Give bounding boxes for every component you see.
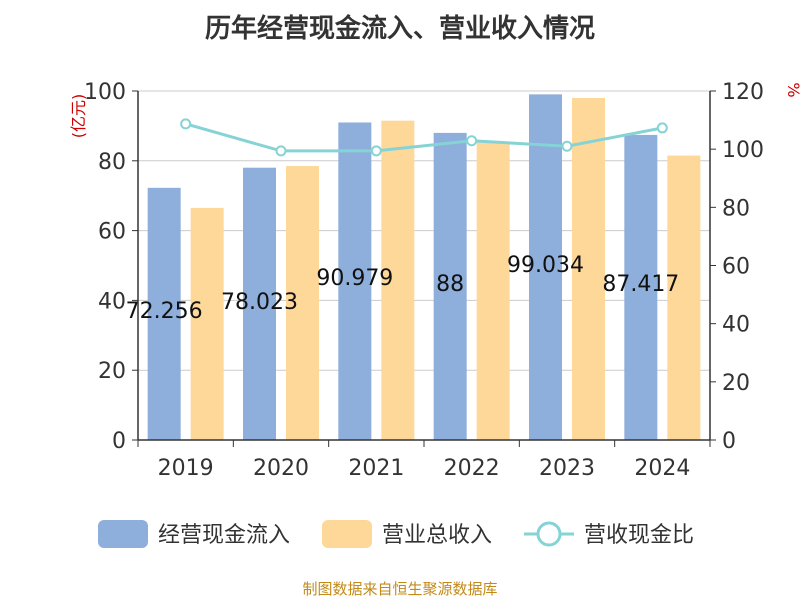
- bar-value-label: 88: [436, 272, 464, 297]
- right-tick-label: 80: [722, 196, 750, 221]
- ratio-point: [370, 145, 382, 157]
- bar-value-label: 87.417: [602, 272, 679, 297]
- ratio-point: [656, 122, 668, 134]
- source-note: 制图数据来自恒生聚源数据库: [302, 580, 498, 598]
- ratio-line: [185, 122, 663, 153]
- ratio-point: [180, 118, 192, 130]
- bar-value-label: 72.256: [126, 299, 203, 324]
- right-tick-label: 100: [722, 138, 764, 163]
- ratio-point: [275, 145, 287, 157]
- right-tick-label: 40: [722, 313, 750, 338]
- ratio-point: [561, 140, 573, 152]
- x-tick-label: 2020: [253, 456, 309, 481]
- legend-cash-inflow-label: 经营现金流入: [158, 523, 290, 548]
- x-tick-label: 2021: [348, 456, 404, 481]
- ratio-point: [466, 135, 478, 147]
- bar-revenue: [476, 141, 510, 441]
- left-axis-label: (亿元): [69, 94, 88, 139]
- right-tick-label: 0: [722, 429, 736, 454]
- x-tick-label: 2024: [634, 456, 690, 481]
- left-tick-label: 60: [98, 220, 126, 245]
- bar-cash-inflow: [147, 187, 181, 440]
- left-tick-label: 80: [98, 150, 126, 175]
- bar-revenue: [381, 120, 415, 440]
- legend-cash-inflow-swatch: [98, 520, 148, 548]
- bar-cash-inflow: [529, 94, 562, 440]
- bar-cash-inflow: [433, 132, 467, 440]
- bar-cash-inflow: [338, 122, 372, 441]
- bar-revenue: [190, 207, 224, 440]
- right-tick-label: 60: [722, 255, 750, 280]
- left-tick-label: 20: [98, 359, 126, 384]
- bar-revenue: [572, 97, 605, 440]
- legend-ratio-swatch-marker: [536, 521, 562, 547]
- chart-title: 历年经营现金流入、营业收入情况: [204, 14, 595, 44]
- bar-value-label: 99.034: [507, 253, 584, 278]
- bar-cash-inflow: [624, 134, 658, 440]
- x-tick-label: 2022: [444, 456, 500, 481]
- bar-value-label: 78.023: [221, 290, 298, 315]
- bar-revenue: [286, 166, 319, 440]
- x-tick-label: 2023: [539, 456, 595, 481]
- bar-value-label: 90.979: [316, 266, 393, 291]
- bar-revenue: [667, 155, 701, 440]
- bar-cash-inflow: [243, 167, 276, 440]
- legend-ratio-label: 营收现金比: [584, 523, 694, 548]
- legend-revenue-label: 营业总收入: [382, 523, 492, 548]
- left-tick-label: 100: [84, 80, 126, 105]
- right-axis-label: %: [784, 82, 800, 97]
- x-tick-label: 2019: [158, 456, 214, 481]
- right-tick-label: 20: [722, 371, 750, 396]
- right-tick-label: 120: [722, 80, 764, 105]
- left-tick-label: 0: [112, 429, 126, 454]
- legend-revenue-swatch: [322, 520, 372, 548]
- left-tick-label: 40: [98, 289, 126, 314]
